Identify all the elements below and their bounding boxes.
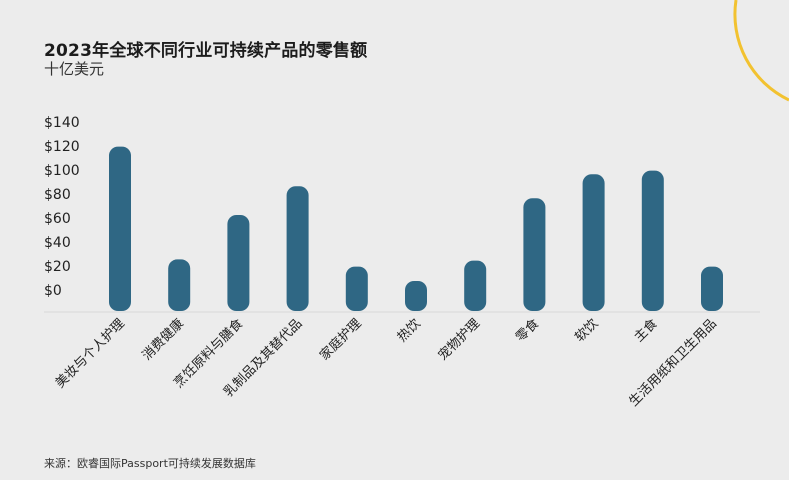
y-tick-label: $80 — [44, 187, 71, 203]
bar — [345, 266, 368, 311]
y-tick-label: $60 — [44, 211, 71, 227]
decorative-accent-arc — [733, 0, 789, 102]
x-tick-label: 软饮 — [572, 316, 601, 345]
bar — [286, 186, 309, 311]
bar — [582, 174, 605, 311]
x-tick-label: 主食 — [631, 316, 661, 346]
bar — [405, 281, 427, 311]
x-tick-label: 零食 — [513, 316, 543, 346]
chart-title: 2023年全球不同行业可持续产品的零售额 — [44, 41, 368, 61]
y-tick-label: $120 — [44, 139, 80, 155]
y-tick-label: $20 — [44, 259, 71, 275]
y-axis-ticks: $0 $20 $40 $60 $80 $100 $120 $140 — [44, 115, 80, 299]
chart-subtitle: 十亿美元 — [44, 60, 105, 78]
y-tick-label: $40 — [44, 235, 71, 251]
source-note: 来源：欧睿国际Passport可持续发展数据库 — [44, 457, 256, 470]
y-tick-label: $100 — [44, 163, 80, 179]
x-tick-label: 消费健康 — [139, 316, 187, 364]
bar — [523, 198, 546, 311]
x-tick-label: 热饮 — [395, 316, 424, 345]
y-tick-label: $140 — [44, 115, 80, 131]
bars-group — [109, 146, 723, 311]
x-tick-label: 美妆与个人护理 — [53, 316, 128, 391]
y-tick-label: $0 — [44, 283, 62, 299]
x-tick-label: 家庭护理 — [317, 316, 365, 364]
bar — [464, 260, 487, 311]
bar — [641, 170, 664, 311]
bar — [109, 146, 131, 311]
bar — [227, 215, 250, 311]
bar — [168, 259, 191, 311]
x-tick-label: 宠物护理 — [435, 316, 483, 364]
bar — [701, 266, 723, 311]
